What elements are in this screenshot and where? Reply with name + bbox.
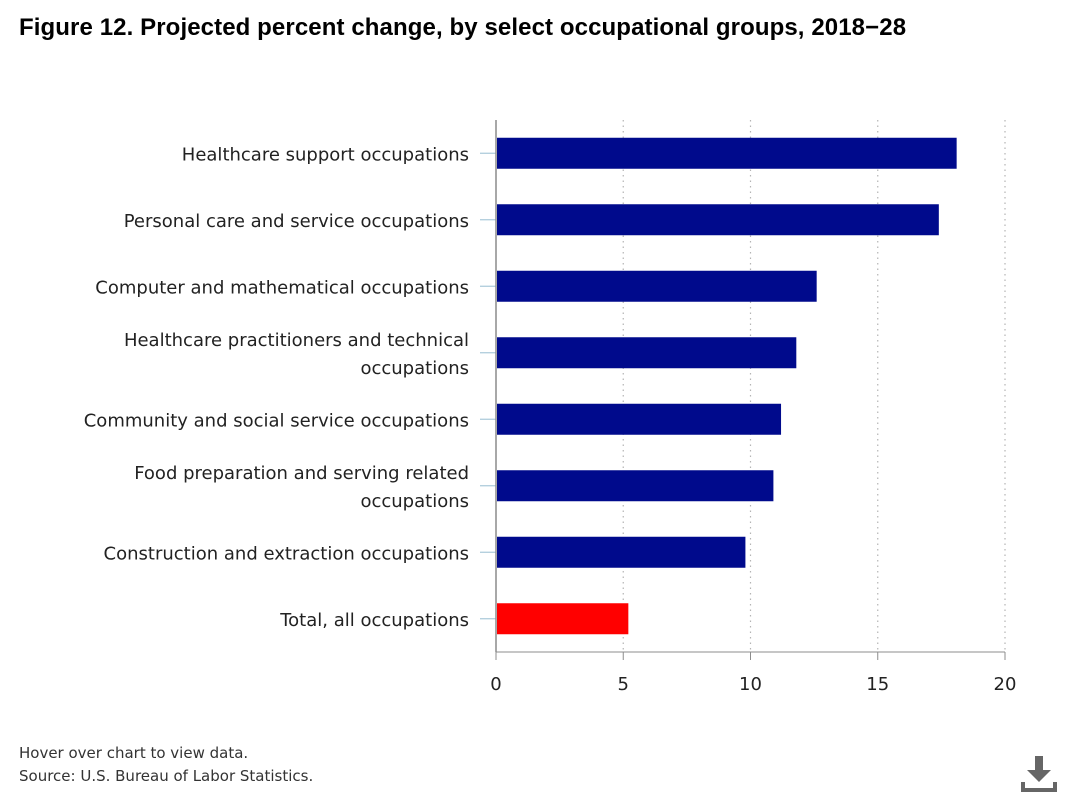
bar-6[interactable]: Construction and extraction occupations:…: [497, 536, 746, 568]
category-label-5-line-0: Food preparation and serving related: [134, 463, 469, 484]
category-label-0: Healthcare support occupations: [182, 144, 469, 165]
bar-0[interactable]: Healthcare support occupations: 18.1: [497, 137, 957, 169]
category-label-4: Community and social service occupations: [84, 410, 469, 431]
category-label-2: Computer and mathematical occupations: [95, 277, 469, 298]
category-label-7: Total, all occupations: [279, 610, 469, 631]
bar-4[interactable]: Community and social service occupations…: [497, 403, 782, 435]
x-tick-label-3: 15: [866, 674, 889, 695]
x-tick-label-2: 10: [739, 674, 762, 695]
source-note: Source: U.S. Bureau of Labor Statistics.: [19, 767, 314, 785]
x-tick-label-1: 5: [618, 674, 629, 695]
x-tick-label-4: 20: [994, 674, 1017, 695]
download-button[interactable]: [1019, 754, 1059, 794]
category-label-3-line-1: occupations: [360, 358, 469, 379]
x-tick-label-0: 0: [490, 674, 501, 695]
category-label-5-line-1: occupations: [360, 491, 469, 512]
chart-title: Figure 12. Projected percent change, by …: [19, 14, 907, 41]
bar-1[interactable]: Personal care and service occupations: 1…: [497, 204, 939, 236]
bar-3[interactable]: Healthcare practitioners and technical o…: [497, 337, 797, 369]
bar-2[interactable]: Computer and mathematical occupations: 1…: [497, 270, 817, 302]
download-icon: [1021, 756, 1057, 792]
category-label-1: Personal care and service occupations: [124, 211, 469, 232]
category-label-6: Construction and extraction occupations: [104, 543, 469, 564]
category-label-3-line-0: Healthcare practitioners and technical: [124, 330, 469, 351]
bar-7[interactable]: Total, all occupations: 5.2: [497, 603, 629, 635]
hover-hint: Hover over chart to view data.: [19, 744, 249, 762]
bar-5[interactable]: Food preparation and serving related occ…: [497, 470, 774, 502]
